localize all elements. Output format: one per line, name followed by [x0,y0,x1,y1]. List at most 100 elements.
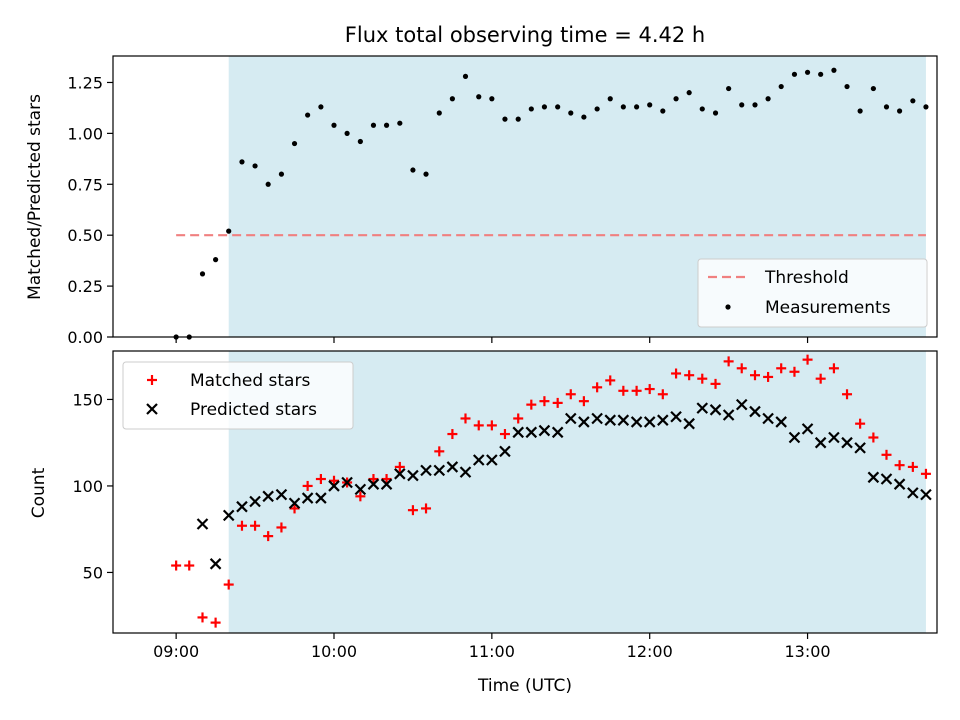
measurement-point [502,116,508,122]
ratio-x-ticks [175,337,809,343]
y-tick-label: 150 [72,390,103,409]
predicted-point [841,436,853,449]
measurement-point [778,83,784,90]
count-panel-frame [112,350,938,634]
measurement-point [528,106,534,112]
predicted-point [604,414,617,426]
predicted-point [762,412,774,425]
y-tick-label: 0.75 [67,175,103,194]
measurement-point [831,67,837,73]
predicted-point [867,471,880,484]
legend-matched-label: Matched stars [190,371,310,391]
predicted-point [788,431,801,444]
x-tick-label: 13:00 [785,642,831,661]
predicted-point [328,480,340,492]
predicted-point [354,483,367,496]
predicted-point [315,492,327,504]
predicted-point [288,497,301,510]
measurement-point [923,104,929,110]
ratio-panel-frame [112,55,938,338]
x-axis-label: Time (UTC) [477,676,572,696]
legend-measurement-swatch [725,304,731,310]
measurement-point [449,96,455,102]
measurement-point [476,94,482,100]
predicted-point [209,558,222,570]
measurement-point [896,108,903,114]
predicted-point [643,416,656,428]
predicted-point [146,403,158,415]
measurement-point [765,96,771,102]
y-tick-label: 1.25 [67,73,103,92]
measurement-point [226,228,232,234]
legend-threshold-label: Threshold [764,268,849,288]
measurement-point [318,104,324,110]
count-legend: Matched stars Predicted stars [122,361,354,430]
measurement-point [515,116,521,122]
predicted-point [551,426,564,439]
predicted-point [538,424,551,437]
measurement-point [568,110,574,116]
y-tick-label: 50 [83,563,103,582]
predicted-point [735,398,748,411]
legend-predicted-label: Predicted stars [190,400,317,420]
predicted-point [262,490,274,503]
predicted-point [696,402,709,414]
ratio-y-axis-label: Matched/Predicted stars [25,94,45,300]
measurement-point [370,122,377,128]
measurement-point [883,104,890,110]
y-tick-label: 0.50 [67,226,103,245]
predicted-point [814,436,827,449]
predicted-point [301,492,314,504]
predicted-point [920,488,932,501]
predicted-stars-points [196,398,932,570]
measurement-point [278,171,285,177]
y-tick-label: 0.00 [67,328,103,347]
measurement-point [857,108,863,114]
predicted-point [709,404,722,416]
measurement-point [252,163,258,169]
predicted-point [617,414,630,426]
y-tick-label: 100 [72,477,103,496]
predicted-point [525,426,538,439]
count-legend-box [122,361,354,430]
predicted-point [512,426,524,439]
predicted-point [657,414,669,426]
predicted-point [249,495,261,508]
predicted-point [683,417,695,430]
ratio-legend: Threshold Measurements [697,258,928,328]
measurement-point [357,138,363,145]
predicted-point [907,487,919,499]
measurement-point [410,167,416,173]
predicted-point [893,478,906,490]
predicted-point [394,468,406,480]
measurement-point [647,102,653,108]
measurement-point [673,96,679,102]
predicted-point [578,416,590,428]
predicted-point [367,478,380,490]
y-tick-label: 0.25 [67,277,103,296]
x-tick-label: 09:00 [153,642,199,661]
measurement-point [423,171,429,177]
ratio-panel: 0.00 0.25 0.50 0.75 1.00 1.25 Matched/Predict… [25,55,938,347]
measurement-point [489,96,495,102]
measurement-point [818,71,824,77]
measurement-point [739,102,745,108]
measurement-point [804,69,811,75]
measurement-point [712,110,719,116]
predicted-point [196,518,209,530]
count-x-ticks: 09:00 10:00 11:00 12:00 13:00 [153,633,831,661]
predicted-point [275,488,288,501]
predicted-point [801,423,814,435]
measurement-point [462,73,469,79]
measurement-point [291,140,298,147]
predicted-point [749,405,761,418]
measurement-point [305,112,311,118]
measurement-point [555,104,561,110]
measurement-point [699,106,705,112]
measurement-point [594,106,600,112]
measurement-point [344,130,350,136]
measurement-point [686,90,692,96]
measurement-point [331,122,337,128]
predicted-point [446,461,459,473]
